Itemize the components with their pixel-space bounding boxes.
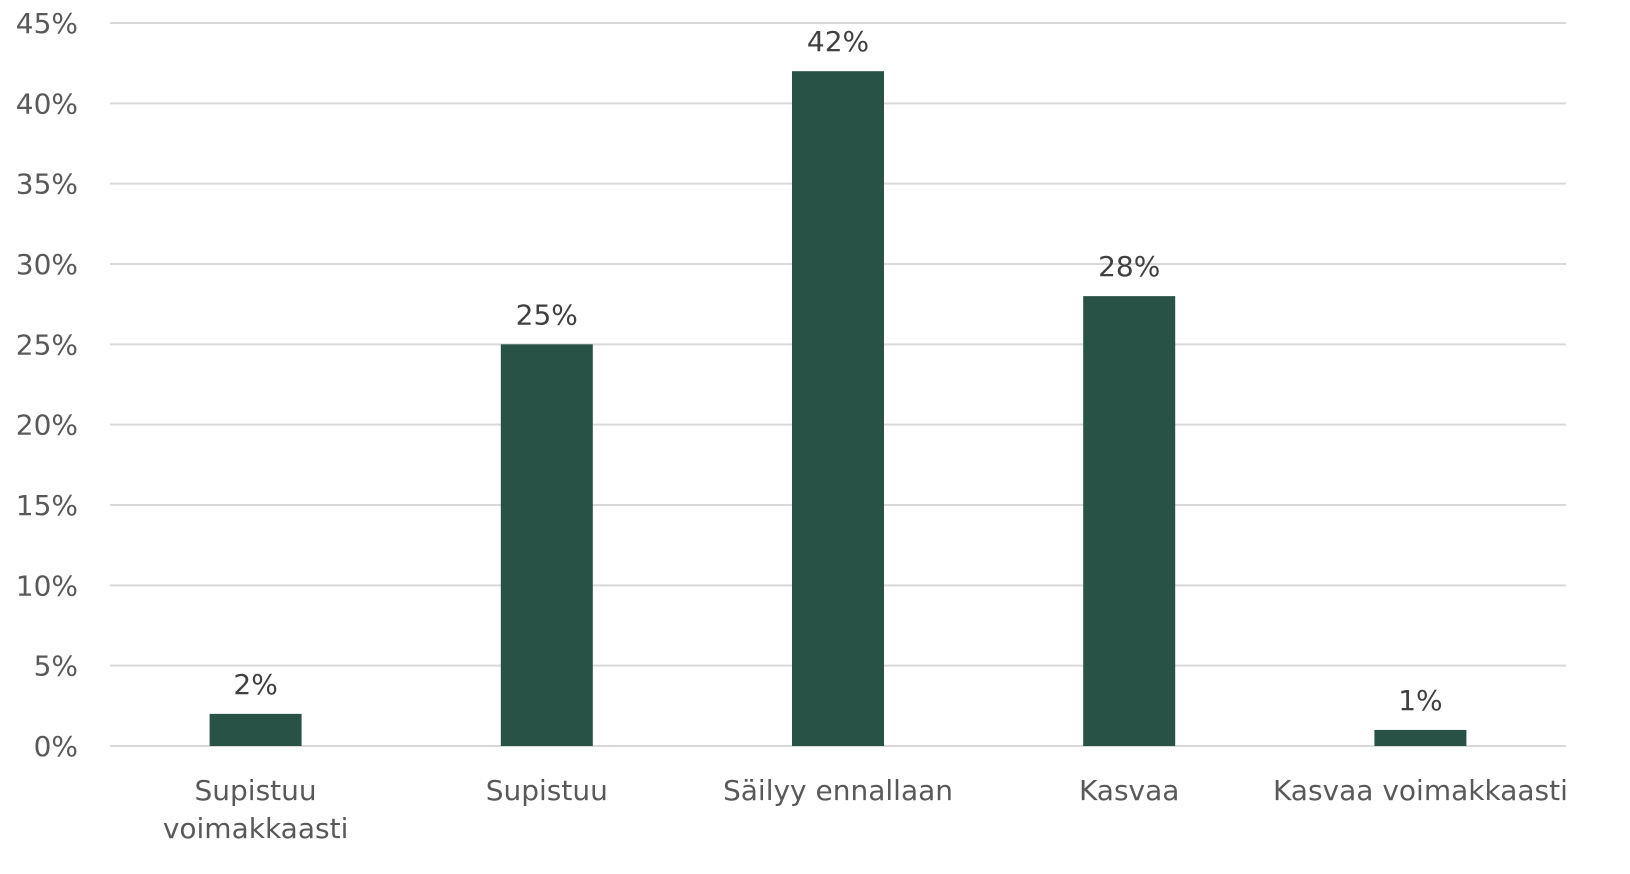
bar xyxy=(500,344,593,746)
x-tick-label: Supistuu xyxy=(486,774,608,807)
data-label: 42% xyxy=(807,25,869,58)
x-tick-label: Kasvaa xyxy=(1079,774,1180,807)
data-labels: 2% 25% 42% 28% 1% xyxy=(233,25,1442,717)
data-label: 2% xyxy=(233,668,277,701)
x-tick-label: Kasvaa voimakkaasti xyxy=(1273,774,1568,807)
y-tick-label: 10% xyxy=(16,569,78,602)
y-tick-label: 5% xyxy=(34,650,78,683)
x-tick-label: Supistuu voimakkaasti xyxy=(163,774,349,845)
bars xyxy=(209,71,1467,746)
y-tick-label: 30% xyxy=(16,248,78,281)
x-tick-label: Säilyy ennallaan xyxy=(723,774,953,807)
y-tick-label: 45% xyxy=(16,7,78,40)
y-axis-ticks: 0% 5% 10% 15% 20% 25% 30% 35% 40% 45% xyxy=(16,7,78,763)
y-tick-label: 40% xyxy=(16,87,78,120)
y-tick-label: 15% xyxy=(16,489,78,522)
y-tick-label: 35% xyxy=(16,168,78,201)
y-tick-label: 0% xyxy=(34,730,78,763)
data-label: 25% xyxy=(516,298,578,331)
bar xyxy=(209,713,302,746)
bar xyxy=(1083,296,1176,746)
x-axis-ticks: Supistuu voimakkaasti Supistuu Säilyy ennal… xyxy=(163,774,1568,845)
y-tick-label: 25% xyxy=(16,328,78,361)
bar xyxy=(792,71,884,746)
bar xyxy=(1374,729,1467,746)
y-tick-label: 20% xyxy=(16,409,78,442)
data-label: 1% xyxy=(1398,684,1442,717)
data-label: 28% xyxy=(1098,250,1160,283)
